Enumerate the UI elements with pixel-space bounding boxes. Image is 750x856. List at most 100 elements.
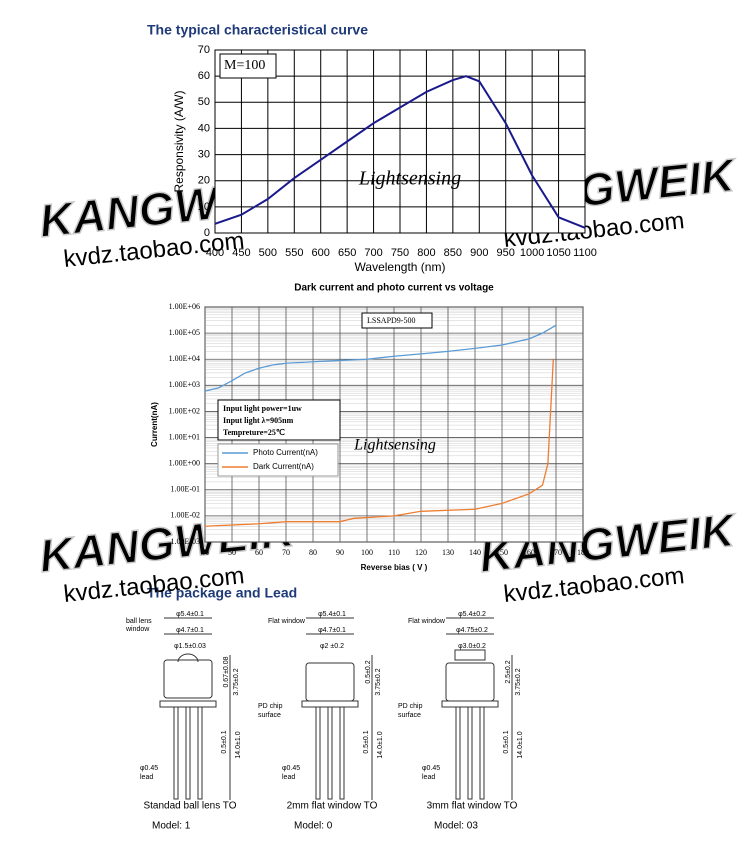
dimension: 14.0±1.0 (377, 731, 384, 758)
y-tick-label: 1.00E+04 (169, 354, 200, 363)
lead-pin (185, 706, 191, 800)
x-tick-label: 600 (312, 247, 330, 259)
annotation: M=100 (224, 58, 265, 73)
dimension: 0.67±0.08 (223, 656, 230, 687)
x-tick-label: 150 (496, 548, 508, 557)
y-tick-label: 1.00E+05 (169, 328, 200, 337)
lead-pin (339, 706, 345, 800)
x-tick-label: 1000 (520, 247, 544, 259)
model: Model: 0 (294, 821, 333, 832)
lens (177, 653, 199, 663)
dimension: φ5.4±0.2 (458, 611, 486, 618)
label: PD chip (398, 703, 423, 710)
y-axis-label: Current(nA) (150, 402, 159, 447)
annotation: Tempreture=25℃ (223, 428, 285, 437)
lead-pin (315, 706, 321, 800)
x-tick-label: 500 (259, 247, 277, 259)
x-tick-label: 1050 (546, 247, 570, 259)
annotation: Input light λ=905nm (223, 416, 294, 425)
x-tick-label: 850 (444, 247, 462, 259)
label: lead (422, 774, 435, 781)
dimension: 0.5±0.1 (363, 730, 370, 753)
label: Flat window (268, 618, 306, 625)
lead-pin (173, 706, 179, 800)
series-line (204, 359, 554, 527)
model: Model: 03 (434, 821, 478, 832)
dimension: 0.5±0.1 (503, 730, 510, 753)
dimension: 3.75±0.2 (515, 668, 522, 695)
dimension: φ1.5±0.03 (174, 643, 206, 650)
dimension: φ4.7±0.1 (176, 627, 204, 634)
x-tick-label: 140 (469, 548, 481, 557)
y-tick-label: 70 (198, 44, 210, 56)
dimension: φ4.7±0.1 (318, 627, 346, 634)
dimension: 14.0±1.0 (517, 731, 524, 758)
model: Model: 1 (152, 821, 191, 832)
annotation: Input light power=1uw (223, 404, 302, 413)
label: window (125, 626, 150, 633)
series-line (214, 75, 586, 229)
y-tick-label: 40 (198, 122, 210, 134)
x-tick-label: 40 (201, 548, 209, 557)
label: φ0.45 (422, 765, 440, 772)
y-tick-label: 1.00E-03 (170, 537, 200, 546)
x-tick-label: 800 (417, 247, 435, 259)
x-tick-label: 450 (232, 247, 250, 259)
caption: Standad ball lens TO (143, 801, 236, 812)
x-tick-label: 400 (206, 247, 224, 259)
y-tick-label: 1.00E-02 (170, 511, 200, 520)
legend-label: Dark Current(nA) (253, 462, 314, 471)
flange (159, 700, 217, 708)
annotation-box (219, 53, 277, 79)
x-tick-label: 100 (361, 548, 373, 557)
dimension: 14.0±1.0 (235, 731, 242, 758)
legend-label: Photo Current(nA) (253, 448, 318, 457)
dimension: φ3.0±0.2 (458, 643, 486, 650)
x-tick-label: 700 (364, 247, 382, 259)
window (454, 649, 486, 661)
watermark: Lightsensing (358, 168, 461, 190)
x-tick-label: 750 (391, 247, 409, 259)
lead-pin (455, 706, 461, 800)
y-tick-label: 10 (198, 201, 210, 213)
label: Flat window (408, 618, 446, 625)
y-tick-label: 50 (198, 96, 210, 108)
lead-pin (479, 706, 485, 800)
y-tick-label: 1.00E-01 (170, 485, 200, 494)
y-tick-label: 30 (198, 148, 210, 160)
dimension: φ5.4±0.1 (318, 611, 346, 618)
x-tick-label: 60 (255, 548, 263, 557)
x-tick-label: 160 (523, 548, 535, 557)
label: φ0.45 (282, 765, 300, 772)
dimension: φ2 ±0.2 (320, 643, 344, 650)
x-tick-label: 170 (550, 548, 562, 557)
caption: 2mm flat window TO (287, 801, 378, 812)
y-tick-label: 1.00E+02 (169, 406, 200, 415)
legend (217, 443, 339, 477)
flange (301, 700, 359, 708)
y-tick-label: 1.00E+03 (169, 380, 200, 389)
label: φ0.45 (140, 765, 158, 772)
x-tick-label: 80 (309, 548, 317, 557)
y-tick-label: 1.00E+00 (169, 458, 200, 467)
section-title: The typical characteristical curve (147, 22, 368, 38)
dimension: 0.5±0.2 (365, 660, 372, 683)
cap (163, 659, 213, 699)
label: lead (282, 774, 295, 781)
y-tick-label: 0 (204, 227, 210, 239)
x-tick-label: 50 (228, 548, 236, 557)
lead-pin (327, 706, 333, 800)
label: lead (140, 774, 153, 781)
x-tick-label: 120 (415, 548, 427, 557)
x-tick-label: 70 (282, 548, 290, 557)
lead-pin (197, 706, 203, 800)
x-tick-label: 130 (442, 548, 454, 557)
x-tick-label: 180 (577, 548, 589, 557)
annotation-box (361, 312, 433, 329)
y-tick-label: 1.00E+06 (169, 302, 200, 311)
y-tick-label: 60 (198, 70, 210, 82)
annotation-box (217, 399, 341, 441)
lead-pin (467, 706, 473, 800)
caption: 3mm flat window TO (427, 801, 518, 812)
